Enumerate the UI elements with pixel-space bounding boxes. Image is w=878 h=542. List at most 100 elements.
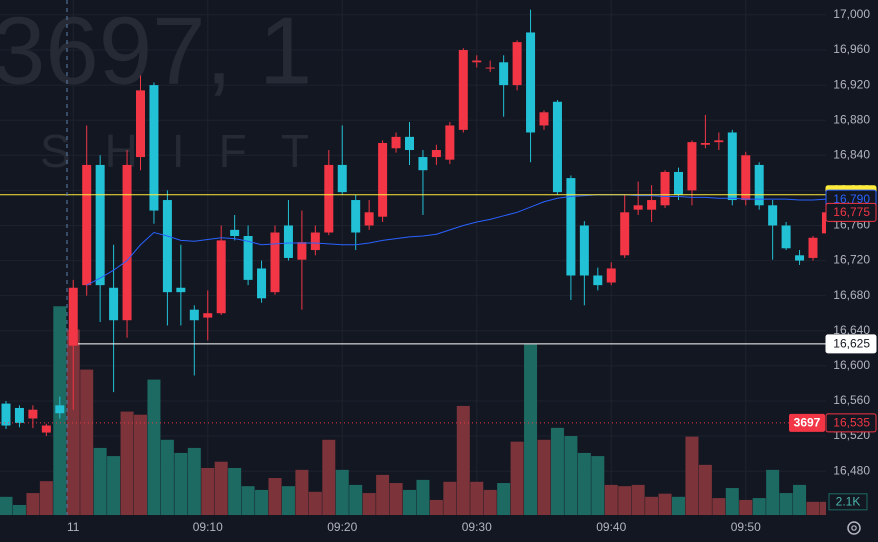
price-tag-label: 16,775	[833, 205, 870, 219]
volume-bar	[308, 491, 322, 515]
candle-body	[700, 143, 710, 145]
x-tick-label: 09:10	[193, 520, 223, 534]
volume-bar	[618, 486, 632, 515]
candle-body	[526, 32, 536, 133]
volume-bar	[322, 439, 336, 515]
candle-body	[122, 164, 132, 321]
volume-bar	[187, 447, 201, 515]
volume-bar	[255, 489, 269, 515]
volume-bar	[725, 488, 739, 515]
volume-bar	[389, 483, 403, 515]
candle-body	[257, 268, 267, 299]
settings-icon[interactable]	[847, 521, 861, 535]
candle-body	[660, 171, 670, 206]
candle-body	[68, 287, 78, 346]
volume-bar	[631, 484, 645, 515]
y-tick-label: 16,840	[833, 147, 870, 161]
volume-bar	[470, 481, 484, 515]
candle-body	[136, 90, 145, 158]
candle-body	[418, 157, 428, 171]
candle-body	[14, 407, 24, 423]
volume-bar	[793, 484, 807, 515]
volume-bar	[712, 498, 726, 515]
price-tag-badge	[789, 413, 825, 432]
candle-body	[230, 229, 240, 237]
candle-body	[552, 101, 562, 193]
candle-body	[283, 225, 293, 258]
volume-bar	[362, 493, 376, 515]
candle-body	[324, 164, 334, 233]
volume-bar	[564, 436, 578, 515]
candle-body	[458, 50, 468, 130]
volume-bar	[591, 456, 605, 515]
candle-body	[674, 171, 683, 195]
volume-bar	[766, 469, 780, 515]
candle-body	[687, 142, 697, 191]
volume-bar	[550, 427, 564, 515]
price-tag-label: 16,790	[833, 192, 870, 206]
candle-body	[431, 150, 441, 158]
price-tag-label: 16,625	[833, 337, 870, 351]
moving-average	[86, 194, 826, 286]
price-tag	[825, 202, 877, 222]
volume-bar	[604, 484, 618, 515]
y-tick-label: 16,880	[833, 112, 870, 126]
y-tick-label: 16,680	[833, 288, 870, 302]
y-tick-label: 16,960	[833, 42, 870, 56]
y-tick-label: 16,720	[833, 253, 870, 267]
price-tag	[825, 334, 877, 354]
volume-bar	[443, 481, 457, 515]
volume-bar	[510, 441, 524, 515]
candle-body	[189, 309, 199, 321]
candle-body	[485, 67, 495, 69]
candle-body	[754, 164, 764, 206]
candle-body	[539, 112, 549, 126]
volume-bar	[403, 489, 416, 515]
candle-body	[378, 143, 388, 217]
y-tick-label: 16,920	[833, 77, 870, 91]
volume-marker-label: 2.1K	[836, 495, 861, 509]
volume-bar	[241, 486, 255, 515]
candle-body	[633, 205, 643, 210]
volume-bar	[645, 496, 659, 515]
volume-bar	[672, 496, 685, 515]
candle-body	[243, 236, 253, 280]
volume-bar	[134, 414, 147, 515]
candle-body	[795, 255, 805, 261]
candle-body	[727, 132, 737, 201]
volume-bar	[429, 499, 443, 515]
price-tag-label: 16,535	[833, 416, 870, 430]
candle-body	[95, 164, 105, 286]
volume-bar	[39, 481, 53, 515]
candle-body	[270, 232, 280, 293]
volume-bar	[349, 484, 363, 515]
x-tick-label: 09:20	[327, 520, 357, 534]
candle-body	[176, 287, 186, 293]
volume-bar	[376, 474, 390, 515]
candle-body	[606, 268, 616, 283]
volume-bar	[819, 501, 826, 515]
volume-bar	[12, 504, 26, 515]
x-tick-label: 09:50	[731, 520, 761, 534]
volume-bar	[228, 467, 242, 515]
volume-bar	[456, 405, 470, 515]
price-tag-badge-label: 3697	[794, 416, 821, 430]
volume-bar	[160, 439, 174, 515]
candle-body	[203, 313, 213, 318]
candle-body	[391, 136, 401, 149]
volume-bar	[483, 489, 497, 515]
volume-bar	[698, 464, 712, 515]
volume-bar	[26, 493, 40, 515]
volume-bar	[281, 486, 295, 515]
candle-body	[499, 62, 509, 86]
volume-bar	[739, 499, 753, 515]
candle-body	[337, 164, 347, 193]
candle-body	[741, 155, 751, 201]
volume-bar	[66, 329, 80, 515]
volume-bar	[80, 369, 94, 515]
volume-bar	[268, 478, 282, 515]
y-tick-label: 16,480	[833, 463, 870, 477]
volume-bar	[537, 439, 551, 515]
